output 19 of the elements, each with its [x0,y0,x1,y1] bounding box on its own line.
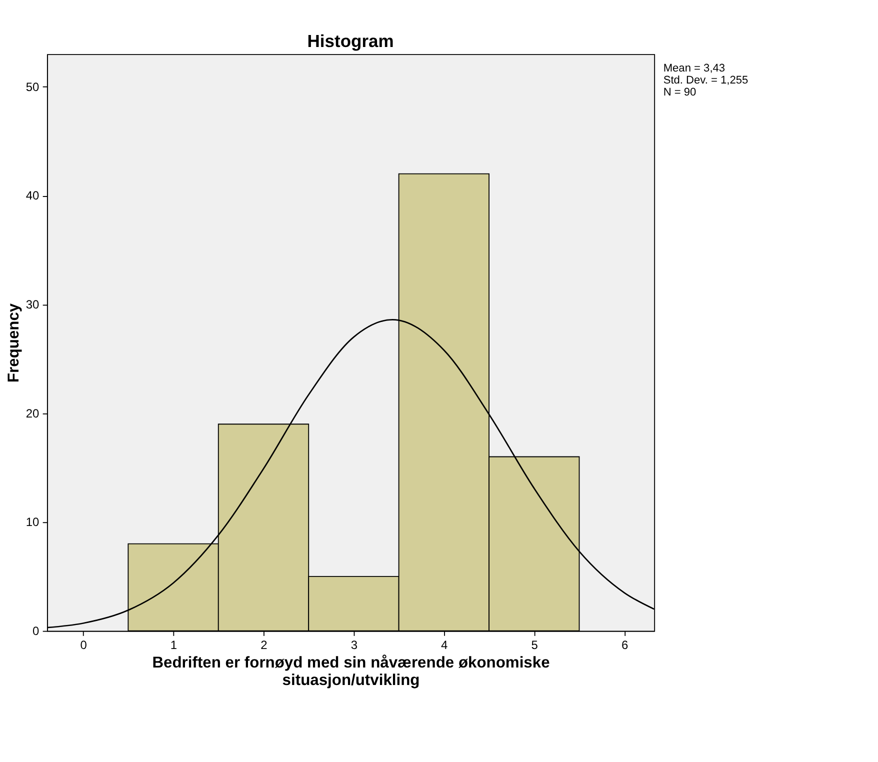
x-tick-label: 6 [621,638,628,652]
x-tick-label: 3 [350,638,358,652]
y-tick-label: 10 [26,515,40,530]
x-axis-title: Bedriften er fornøyd med sin nåværende økonomiske situasjon/utvikling [152,654,550,689]
y-tick-label: 50 [26,80,40,94]
y-tick-label: 40 [26,188,40,203]
text: Std. Dev. = 1,255 [663,74,748,87]
x-tick-label: 0 [80,638,88,652]
y-tick-label: 30 [26,298,40,312]
y-axis-title: Frequency [5,303,22,383]
y-tick-label: 20 [26,406,40,420]
chart-title: Histogram [307,30,394,51]
text: Mean = 3,43 [663,62,726,75]
x-tick-label: 1 [170,638,178,652]
text: N = 90 [663,86,696,99]
x-tick-label: 2 [260,638,268,652]
x-tick-label: 4 [441,638,448,652]
x-tick-label: 5 [531,638,538,652]
y-tick-label: 0 [32,624,40,638]
